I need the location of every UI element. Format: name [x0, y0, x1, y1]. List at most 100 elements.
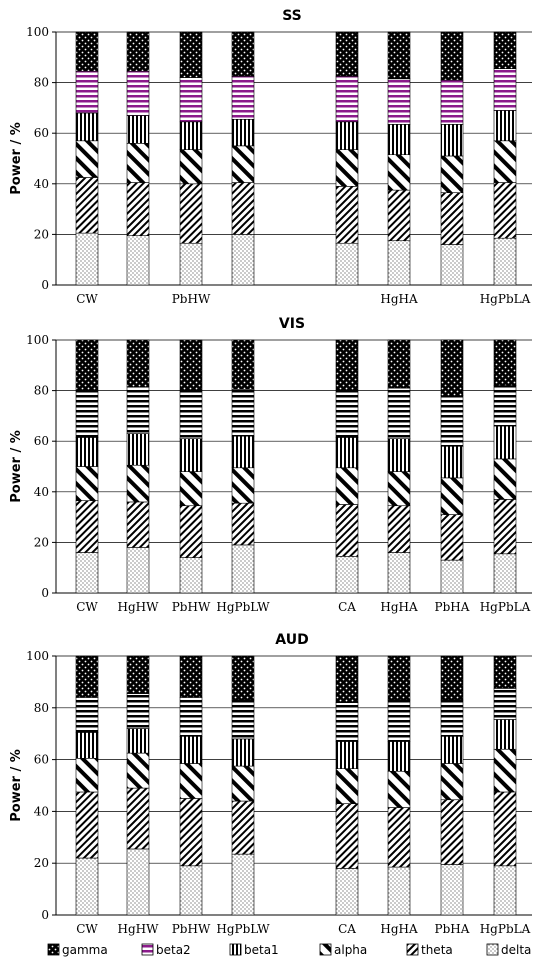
bar-segment-beta2: [335, 75, 359, 123]
bar-segment-gamma: [75, 655, 99, 698]
bar-segment-alpha: [179, 763, 203, 799]
bar-segment-beta1: [335, 741, 359, 769]
bar-segment-delta: [126, 547, 150, 594]
bar-segment-gamma: [440, 655, 464, 701]
bar-segment-alpha: [75, 758, 99, 793]
legend-item-beta2: beta2: [141, 943, 191, 957]
bar-segment-beta1: [126, 115, 150, 144]
bar-segment-beta2: [387, 387, 411, 439]
y-tick-label: 20: [34, 227, 49, 241]
x-tick-label: CA: [338, 922, 356, 936]
legend-label: gamma: [62, 943, 108, 957]
bar-segment-beta1: [75, 437, 99, 467]
bar-segment-gamma: [179, 655, 203, 698]
y-tick-label: 0: [41, 278, 49, 292]
bar-segment-delta: [493, 553, 517, 594]
bar-segment-beta2: [231, 699, 255, 740]
legend-swatch: [229, 943, 242, 956]
x-tick-label: HgHA: [380, 922, 418, 936]
bar-segment-alpha: [493, 140, 517, 183]
chart-title: VIS: [279, 316, 305, 332]
x-tick-label: CA: [338, 600, 356, 614]
bar-segment-beta1: [126, 433, 150, 466]
bar-segment-theta: [231, 182, 255, 235]
y-tick-label: 40: [34, 804, 49, 818]
bar-segment-gamma: [231, 339, 255, 390]
bar-segment-alpha: [179, 149, 203, 185]
legend-label: delta: [501, 943, 531, 957]
bar-segment-beta1: [335, 437, 359, 469]
bar-stack-hgpbla: [493, 339, 517, 594]
bar-segment-alpha: [493, 748, 517, 793]
bar-segment-delta: [231, 234, 255, 286]
bar-segment-beta2: [75, 697, 99, 733]
bar-segment-delta: [335, 242, 359, 286]
bar-segment-alpha: [231, 467, 255, 504]
y-tick-label: 100: [26, 25, 49, 39]
bar-segment-beta1: [493, 719, 517, 750]
bar-segment-beta2: [231, 389, 255, 437]
bar-stack-cw: [75, 339, 99, 594]
bar-segment-beta2: [179, 77, 203, 123]
bar-segment-beta1: [335, 121, 359, 150]
bar-segment-beta1: [231, 738, 255, 767]
bar-segment-theta: [231, 800, 255, 855]
bar-stack-pbha: [440, 339, 464, 594]
y-tick-label: 60: [34, 126, 49, 140]
bar-segment-beta2: [231, 75, 255, 120]
x-tick-label: PbHA: [435, 922, 470, 936]
y-axis-label: Power / %: [9, 122, 24, 195]
legend-item-theta: theta: [406, 943, 453, 957]
bar-segment-beta1: [231, 118, 255, 147]
bar-segment-delta: [126, 848, 150, 916]
chart-panel-ss: SS Power / % 0 20 40 60 80 100 CW PbHW HgHA HgPbLA: [9, 8, 532, 306]
bar-segment-alpha: [126, 464, 150, 503]
bar-segment-beta2: [387, 699, 411, 742]
bar-segment-beta2: [440, 79, 464, 125]
bar-segment-beta2: [440, 395, 464, 447]
bar-segment-theta: [493, 499, 517, 555]
y-tick-label: 100: [26, 649, 49, 663]
y-tick-label: 0: [41, 586, 49, 600]
y-tick-label: 20: [34, 535, 49, 549]
bar-segment-alpha: [493, 458, 517, 500]
legend-swatch: [141, 943, 154, 956]
bar-segment-beta1: [126, 728, 150, 754]
bar-segment-beta1: [493, 425, 517, 460]
x-tick-label: HgPbLA: [480, 922, 531, 936]
bar-stack-hghw: [126, 31, 150, 286]
bar-stack-hgpblw: [231, 31, 255, 286]
bar-segment-beta2: [75, 70, 99, 114]
legend-item-beta1: beta1: [229, 943, 279, 957]
bar-stack-ca: [335, 31, 359, 286]
bar-stack-hgpblw: [231, 339, 255, 594]
bar-segment-delta: [75, 232, 99, 286]
bar-segment-alpha: [387, 471, 411, 507]
bar-segment-delta: [387, 240, 411, 286]
bar-segment-theta: [493, 791, 517, 867]
y-tick-label: 60: [34, 434, 49, 448]
legend-label: theta: [421, 943, 453, 957]
y-tick-label: 60: [34, 753, 49, 767]
x-tick-label: CW: [76, 292, 98, 306]
bar-segment-alpha: [75, 466, 99, 501]
bar-segment-beta1: [75, 112, 99, 142]
bar-segment-delta: [75, 857, 99, 916]
bar-segment-gamma: [231, 655, 255, 701]
legend-label: alpha: [334, 943, 367, 957]
bar-segment-beta1: [231, 435, 255, 469]
bar-segment-theta: [179, 798, 203, 867]
y-axis-label: Power / %: [9, 749, 24, 822]
bar-segment-theta: [440, 799, 464, 865]
bar-segment-delta: [493, 237, 517, 286]
bar-segment-theta: [75, 791, 99, 859]
bar-stack-hgha: [387, 339, 411, 594]
bar-segment-delta: [387, 552, 411, 594]
x-tick-label: HgHW: [118, 922, 160, 936]
bar-segment-delta: [126, 235, 150, 286]
bar-segment-delta: [75, 552, 99, 594]
bar-segment-theta: [440, 192, 464, 245]
x-tick-label: HgPbLW: [216, 922, 270, 936]
